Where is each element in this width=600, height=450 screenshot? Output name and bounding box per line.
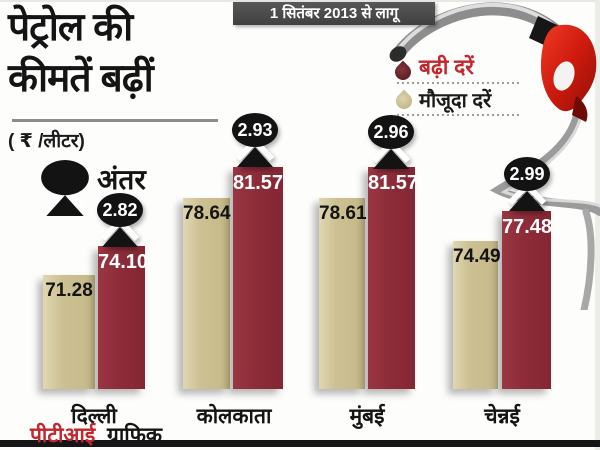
- increased-rate-bar-mumbai: 81.57: [368, 167, 419, 389]
- legend-current-label: मौजूदा दरें: [419, 90, 492, 112]
- difference-balloon-mumbai: 2.96: [367, 115, 415, 169]
- current-rate-bar-mumbai: 78.61: [319, 198, 367, 389]
- increased-rate-bar-chennai: 77.48: [502, 211, 553, 389]
- city-label-delhi: दिल्ली: [71, 405, 117, 428]
- bar-value: 77.48: [502, 216, 553, 238]
- city-label-kolkata: कोलकाता: [196, 405, 272, 428]
- difference-balloon-kolkata: 2.93: [231, 113, 279, 167]
- city-label-mumbai: मुंबई: [349, 405, 385, 428]
- unit-label: ( ₹ /लीटर): [8, 131, 85, 152]
- top-edge-strip: [0, 0, 600, 2]
- footer-rule: [0, 440, 600, 447]
- credit-agency: पीटीआई: [30, 424, 96, 447]
- increased-rate-bar-kolkata: 81.57: [233, 167, 283, 389]
- difference-balloon-chennai: 2.99: [503, 157, 551, 211]
- title-line2: कीमतें बढ़ीं: [8, 57, 154, 100]
- difference-key-label: अंतर: [97, 164, 146, 195]
- city-label-chennai: चेन्नई: [484, 405, 520, 428]
- balloon-up-arrow-icon: [97, 193, 143, 247]
- balloon-up-arrow-icon: [232, 113, 278, 167]
- bar-value: 74.10: [98, 251, 149, 273]
- right-edge-strip: [595, 0, 600, 450]
- balloon-up-arrow-icon: [368, 115, 414, 169]
- petrol-pump-nozzle-icon: [389, 2, 600, 310]
- bar-value: 71.28: [45, 280, 93, 301]
- balloon-up-arrow-icon: [41, 160, 89, 216]
- balloon-up-arrow-icon: [504, 157, 550, 211]
- bar-value: 74.49: [453, 246, 501, 267]
- difference-value: 2.82: [102, 200, 138, 220]
- difference-value: 2.99: [509, 164, 545, 184]
- difference-balloon-delhi: 2.82: [96, 193, 144, 247]
- current-rate-bar-kolkata: 78.64: [183, 198, 231, 389]
- bar-value: 81.57: [368, 172, 419, 194]
- legend-divider-dotted: [397, 82, 522, 84]
- legend-increased-label: बढ़ी दरें: [419, 56, 474, 79]
- difference-value: 2.96: [373, 122, 409, 142]
- bar-value: 78.64: [183, 203, 231, 224]
- difference-value: 2.93: [237, 120, 273, 140]
- legend-divider-dotted: [397, 114, 522, 116]
- current-rate-bar-chennai: 74.49: [453, 241, 501, 389]
- increased-rate-bar-delhi: 74.10: [98, 246, 149, 389]
- effective-date-banner: 1 सितंबर 2013 से लागू: [233, 2, 435, 25]
- current-rate-bar-delhi: 71.28: [43, 275, 95, 389]
- title-divider: [12, 119, 218, 122]
- bar-value: 78.61: [319, 203, 367, 224]
- source-credit: पीटीआई ग्राफिक: [30, 421, 162, 449]
- title-line1: पेट्रोल की: [8, 6, 133, 49]
- credit-suffix: ग्राफिक: [107, 424, 163, 447]
- bar-value: 81.57: [233, 172, 284, 194]
- page-title: पेट्रोल की कीमतें बढ़ीं: [8, 2, 308, 104]
